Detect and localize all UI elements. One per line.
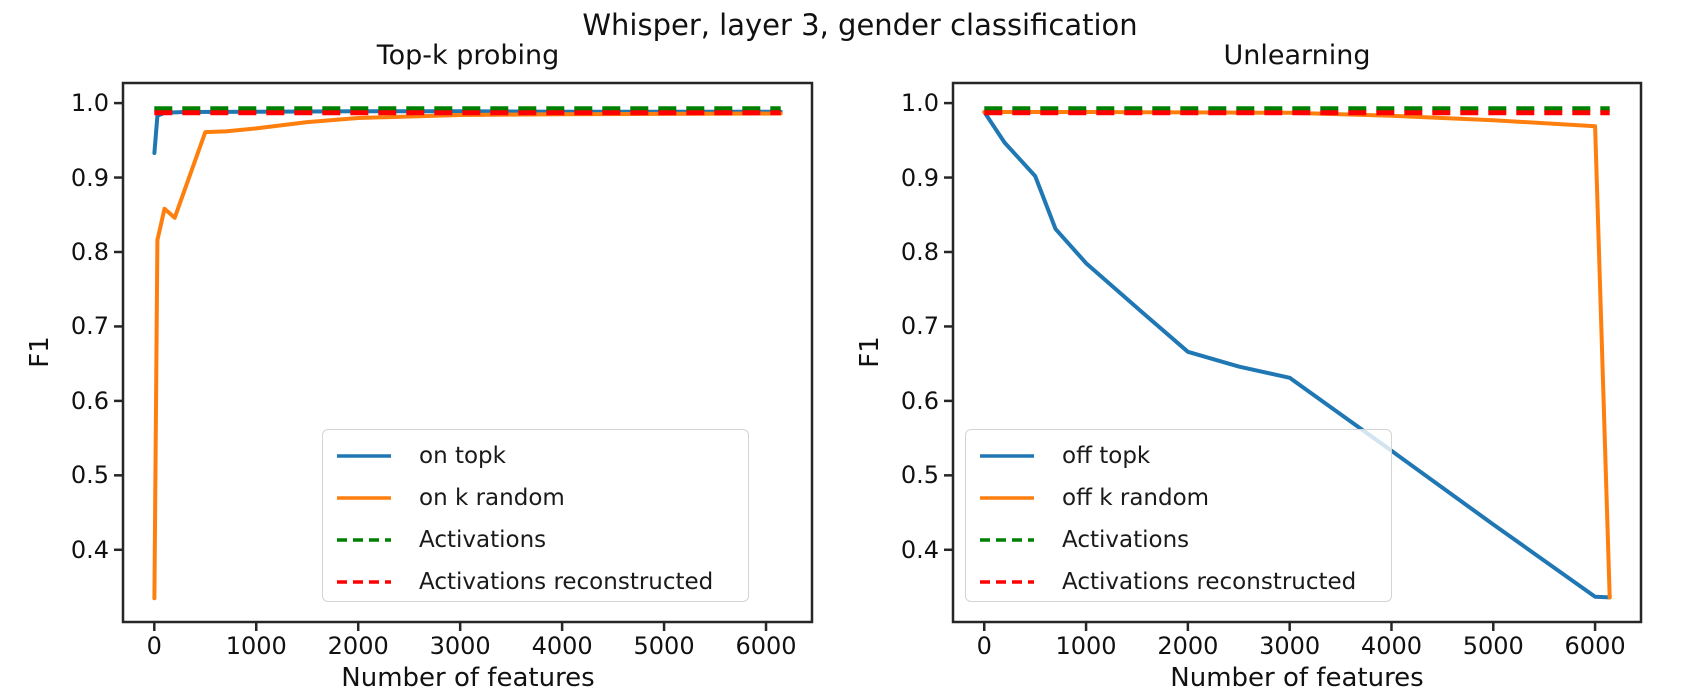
legend-entry: on topk: [335, 435, 748, 477]
legend-label: on topk: [419, 443, 506, 469]
legend-label: off topk: [1062, 443, 1151, 469]
x-tick-label: 2000: [327, 632, 389, 660]
x-tick-label: 6000: [1564, 632, 1626, 660]
legend-entry: Activations: [335, 519, 748, 561]
x-tick-label: 0: [976, 632, 992, 660]
subplot-title-topk-probing: Top-k probing: [376, 40, 560, 71]
x-tick-label: 5000: [633, 632, 695, 660]
legend-label: off k random: [1062, 485, 1210, 511]
figure-title: Whisper, layer 3, gender classification: [582, 8, 1138, 42]
y-axis-label-left: F1: [25, 336, 55, 368]
legend-line-swatch-dashed: [980, 538, 1034, 542]
legend-entry: on k random: [335, 477, 748, 519]
y-tick-label: 1.0: [900, 89, 939, 118]
y-tick-label: 0.7: [900, 312, 939, 341]
legend-topk-probing: on topk on k random Activations Activations…: [322, 429, 749, 602]
legend-label: Activations reconstructed: [1062, 569, 1357, 595]
series-line-off-topk: [982, 110, 1612, 600]
y-tick-label: 0.4: [70, 535, 109, 564]
legend-line-swatch-solid: [980, 454, 1034, 458]
legend-line-swatch-dashed: [337, 538, 391, 542]
y-tick-label: 1.0: [70, 89, 109, 118]
y-tick-label: 0.8: [900, 237, 939, 266]
x-tick-label: 6000: [735, 632, 797, 660]
legend-label: Activations: [1062, 527, 1190, 553]
x-tick-label: 1000: [1055, 632, 1117, 660]
axes-spines: [951, 81, 1643, 624]
x-axis-label-right: Number of features: [1170, 663, 1424, 693]
legend-entry: Activations: [978, 519, 1391, 561]
y-tick-label: 0.6: [70, 386, 109, 415]
subplot-title-unlearning: Unlearning: [1223, 40, 1371, 71]
legend-label: Activations reconstructed: [419, 569, 714, 595]
legend-line-swatch-solid: [337, 496, 391, 500]
series-line-on-topk: [152, 109, 783, 155]
x-tick-label: 4000: [1360, 632, 1422, 660]
x-tick-label: 1000: [225, 632, 287, 660]
legend-line-swatch-dashed: [980, 580, 1034, 584]
y-tick-label: 0.6: [900, 386, 939, 415]
axes-spines: [121, 81, 814, 624]
legend-line-swatch-dashed: [337, 580, 391, 584]
legend-entry: Activations reconstructed: [335, 561, 748, 603]
y-tick-label: 0.4: [900, 535, 939, 564]
legend-line-swatch-solid: [980, 496, 1034, 500]
y-tick-label: 0.9: [70, 163, 109, 192]
x-tick-label: 3000: [429, 632, 491, 660]
y-tick-label: 0.8: [70, 237, 109, 266]
legend-line-swatch-solid: [337, 454, 391, 458]
y-tick-label: 0.5: [70, 461, 109, 490]
legend-label: on k random: [419, 485, 565, 511]
x-tick-label: 3000: [1259, 632, 1321, 660]
legend-unlearning: off topk off k random Activations Activatio…: [965, 429, 1392, 602]
x-tick-label: 2000: [1157, 632, 1219, 660]
legend-entry: off k random: [978, 477, 1391, 519]
y-tick-label: 0.7: [70, 312, 109, 341]
y-tick-label: 0.9: [900, 163, 939, 192]
y-tick-label: 0.5: [900, 461, 939, 490]
x-tick-label: 4000: [531, 632, 593, 660]
x-axis-label-left: Number of features: [341, 663, 595, 693]
legend-entry: off topk: [978, 435, 1391, 477]
legend-label: Activations: [419, 527, 547, 553]
x-tick-label: 0: [146, 632, 162, 660]
x-tick-label: 5000: [1462, 632, 1524, 660]
legend-entry: Activations reconstructed: [978, 561, 1391, 603]
y-axis-label-right: F1: [855, 336, 885, 368]
